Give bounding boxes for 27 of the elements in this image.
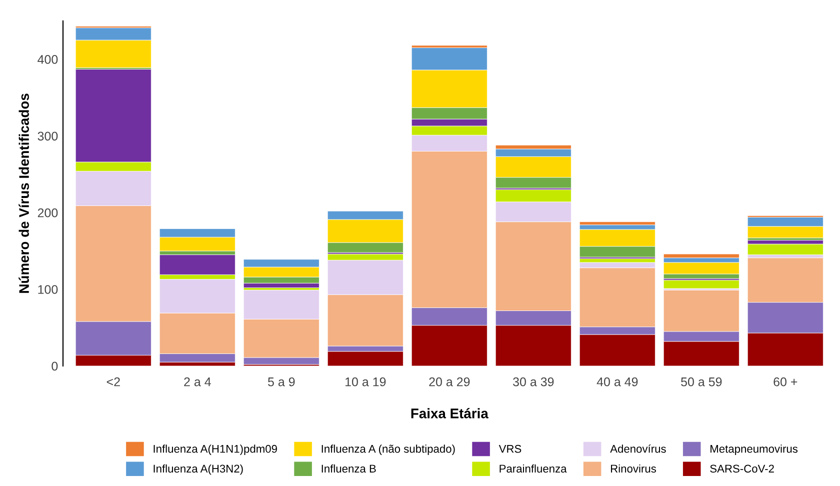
legend-label: Parainfluenza bbox=[500, 464, 567, 473]
legend-label: Influenza A(H1N1)pdm09 bbox=[154, 444, 277, 455]
x-tick-label: 40 a 49 bbox=[596, 377, 638, 386]
legend-label: Adenovírus bbox=[610, 444, 666, 453]
y-axis-title: Número de Vírus Identificados bbox=[18, 94, 29, 293]
y-tick-label: 400 bbox=[38, 55, 58, 64]
x-tick-label: 2 a 4 bbox=[184, 377, 211, 386]
bar bbox=[747, 244, 824, 255]
y-tick-label: 0 bbox=[52, 362, 58, 371]
legend-label: VRS bbox=[498, 444, 522, 453]
x-tick-label: 20 a 29 bbox=[429, 377, 470, 386]
x-tick-label: <2 bbox=[106, 377, 120, 386]
y-tick-label: 200 bbox=[38, 208, 58, 218]
legend-label: SARS-CoV-2 bbox=[710, 464, 774, 473]
legend-label: Rinovirus bbox=[611, 464, 656, 473]
y-tick-label: 300 bbox=[38, 132, 58, 141]
y-tick-label: 100 bbox=[38, 285, 58, 294]
x-tick-label: 10 a 19 bbox=[346, 377, 386, 386]
legend-label: Influenza B bbox=[322, 464, 376, 473]
x-axis-title: Faixa Etária bbox=[411, 408, 488, 418]
legend-label: Metapneumovirus bbox=[710, 444, 798, 455]
x-tick-label: 5 a 9 bbox=[268, 377, 295, 386]
x-tick-label: 30 a 39 bbox=[513, 377, 554, 386]
legend-label: Influenza A(H3N2) bbox=[154, 464, 243, 475]
legend-label: Influenza A (não subtipado) bbox=[322, 444, 455, 455]
x-tick-label: 50 a 59 bbox=[681, 377, 722, 386]
x-tick-label: 60 + bbox=[774, 377, 798, 386]
